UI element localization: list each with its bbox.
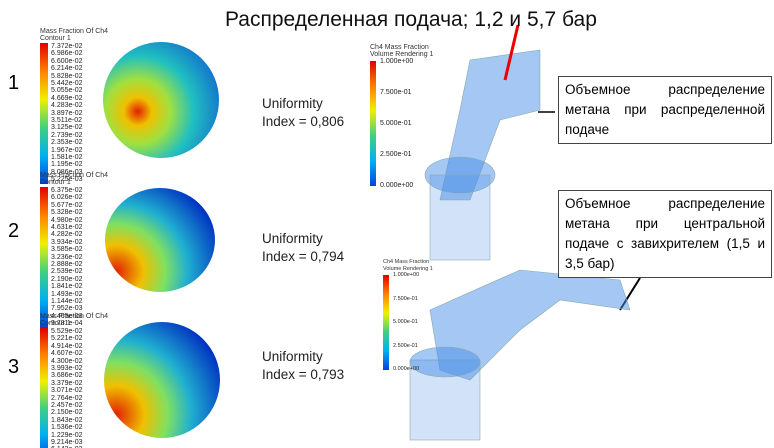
- legend-label: 1.000e+00: [380, 58, 413, 65]
- legend-label: 7.500e-01: [380, 89, 412, 96]
- legend-label: 6.986e-02: [51, 50, 83, 57]
- legend-label: 5.000e-01: [380, 120, 412, 127]
- legend-label: 4.300e-02: [51, 358, 83, 365]
- legend-label: 1.536e-02: [51, 424, 83, 431]
- legend-label: 2.888e-02: [51, 261, 83, 268]
- colorbar: [370, 61, 376, 186]
- legend-label: 5.055e-02: [51, 87, 83, 94]
- legend-label: 4.631e-02: [51, 224, 83, 231]
- uniformity-index: Index = 0,794: [262, 248, 344, 266]
- legend-label: 3.125e-02: [51, 124, 83, 131]
- legend-label: 1.843e-02: [51, 417, 83, 424]
- colorbar: [40, 43, 48, 184]
- uniformity-label: Uniformity: [262, 230, 323, 248]
- colorbar: [40, 328, 48, 448]
- row-number: 3: [8, 356, 19, 379]
- callout-box: Объемное распределение метана при распре…: [558, 76, 772, 144]
- legend-label: 6.214e-02: [51, 65, 83, 72]
- legend-label: 6.375e-02: [51, 187, 83, 194]
- legend-label: 7.952e-03: [51, 305, 83, 312]
- legend-label: 5.328e-02: [51, 209, 83, 216]
- legend-label: 4.980e-02: [51, 217, 83, 224]
- legend-label: 1.581e-02: [51, 154, 83, 161]
- slide-title: Распределенная подача; 1,2 и 5,7 бар: [225, 8, 597, 32]
- legend-subtitle: Contour 1: [40, 35, 71, 43]
- legend-label: 3.993e-02: [51, 365, 83, 372]
- legend-label: 3.934e-02: [51, 239, 83, 246]
- uniformity-index: Index = 0,806: [262, 113, 344, 131]
- legend-label: 6.026e-02: [51, 194, 83, 201]
- row-number: 1: [8, 72, 19, 95]
- legend-label: 1.229e-02: [51, 432, 83, 439]
- legend-label: 2.500e-01: [393, 343, 418, 350]
- legend-label: 5.221e-02: [51, 335, 83, 342]
- legend-label: 7.500e-01: [393, 296, 418, 303]
- legend-label: 2.539e-02: [51, 268, 83, 275]
- slide: Распределенная подача; 1,2 и 5,7 бар 1Ma…: [0, 0, 774, 448]
- volume-render-1: [425, 50, 540, 260]
- row-number: 2: [8, 220, 19, 243]
- contour-disk: [104, 322, 220, 438]
- legend-label: 5.000e-01: [393, 319, 418, 326]
- legend-label: 3.071e-02: [51, 387, 83, 394]
- legend-label: 3.897e-02: [51, 110, 83, 117]
- legend-label: 1.493e-02: [51, 291, 83, 298]
- uniformity-label: Uniformity: [262, 95, 323, 113]
- legend-subtitle: Contour 1: [40, 179, 71, 187]
- uniformity-index: Index = 0,793: [262, 366, 344, 384]
- legend-label: 0.000e+00: [393, 366, 419, 373]
- legend-label: 5.828e-02: [51, 73, 83, 80]
- volume-render-2: [410, 270, 630, 440]
- contour-disk: [105, 188, 215, 292]
- colorbar: [40, 187, 48, 328]
- legend-label: 1.967e-02: [51, 147, 83, 154]
- callout-box: Объемное распределение метана при центра…: [558, 190, 772, 278]
- legend-label: 2.457e-02: [51, 402, 83, 409]
- legend-label: 2.500e-01: [380, 151, 412, 158]
- legend-label: 2.190e-02: [51, 276, 83, 283]
- legend-label: 5.442e-02: [51, 80, 83, 87]
- legend-label: 4.282e-02: [51, 231, 83, 238]
- legend-label: 7.372e-02: [51, 43, 83, 50]
- legend-label: 4.607e-02: [51, 350, 83, 357]
- legend-label: 2.739e-02: [51, 132, 83, 139]
- legend-label: 3.686e-02: [51, 372, 83, 379]
- legend-subtitle: Contour 1: [40, 320, 71, 328]
- colorbar: [383, 275, 389, 370]
- legend-label: 2.150e-02: [51, 409, 83, 416]
- legend-label: 5.677e-02: [51, 202, 83, 209]
- legend-label: 4.669e-02: [51, 95, 83, 102]
- legend-label: 2.353e-02: [51, 139, 83, 146]
- legend-label: 4.914e-02: [51, 343, 83, 350]
- legend-label: 3.511e-02: [51, 117, 82, 124]
- legend-label: 5.529e-02: [51, 328, 83, 335]
- legend-label: 1.000e+00: [393, 272, 419, 279]
- legend-label: 1.144e-02: [51, 298, 83, 305]
- legend-label: 9.214e-03: [51, 439, 83, 446]
- legend-label: 1.195e-02: [51, 161, 83, 168]
- uniformity-label: Uniformity: [262, 348, 323, 366]
- legend-label: 3.236e-02: [51, 254, 83, 261]
- legend-label: 3.379e-02: [51, 380, 83, 387]
- legend-label: 4.283e-02: [51, 102, 83, 109]
- legend-label: 1.841e-02: [51, 283, 83, 290]
- legend-label: 2.764e-02: [51, 395, 83, 402]
- legend-label: 3.585e-02: [51, 246, 83, 253]
- contour-disk: [103, 42, 219, 158]
- legend-label: 6.600e-02: [51, 58, 83, 65]
- legend-label: 0.000e+00: [380, 182, 413, 189]
